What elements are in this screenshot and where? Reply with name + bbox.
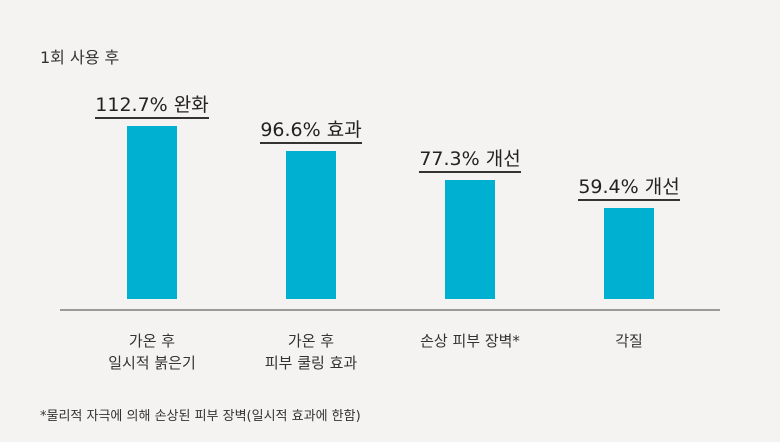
category-label: 가온 후 일시적 붉은기 (108, 332, 196, 372)
category-label: 손상 피부 장벽* (420, 332, 520, 350)
bar (604, 207, 654, 299)
data-label: 96.6% 효과 (231, 115, 391, 144)
x-axis-line (60, 309, 720, 311)
category-label: 가온 후 피부 쿨링 효과 (264, 332, 358, 372)
bar (286, 150, 336, 299)
data-label: 59.4% 개선 (549, 172, 709, 201)
bar (127, 126, 177, 299)
footnote: *물리적 자극에 의해 손상된 피부 장벽(일시적 효과에 한함) (40, 409, 361, 424)
chart-title: 1회 사용 후 (40, 48, 120, 67)
data-label: 112.7% 완화 (72, 90, 232, 119)
bar (445, 180, 495, 299)
category-label: 각질 (615, 332, 643, 350)
data-label: 77.3% 개선 (390, 144, 550, 174)
